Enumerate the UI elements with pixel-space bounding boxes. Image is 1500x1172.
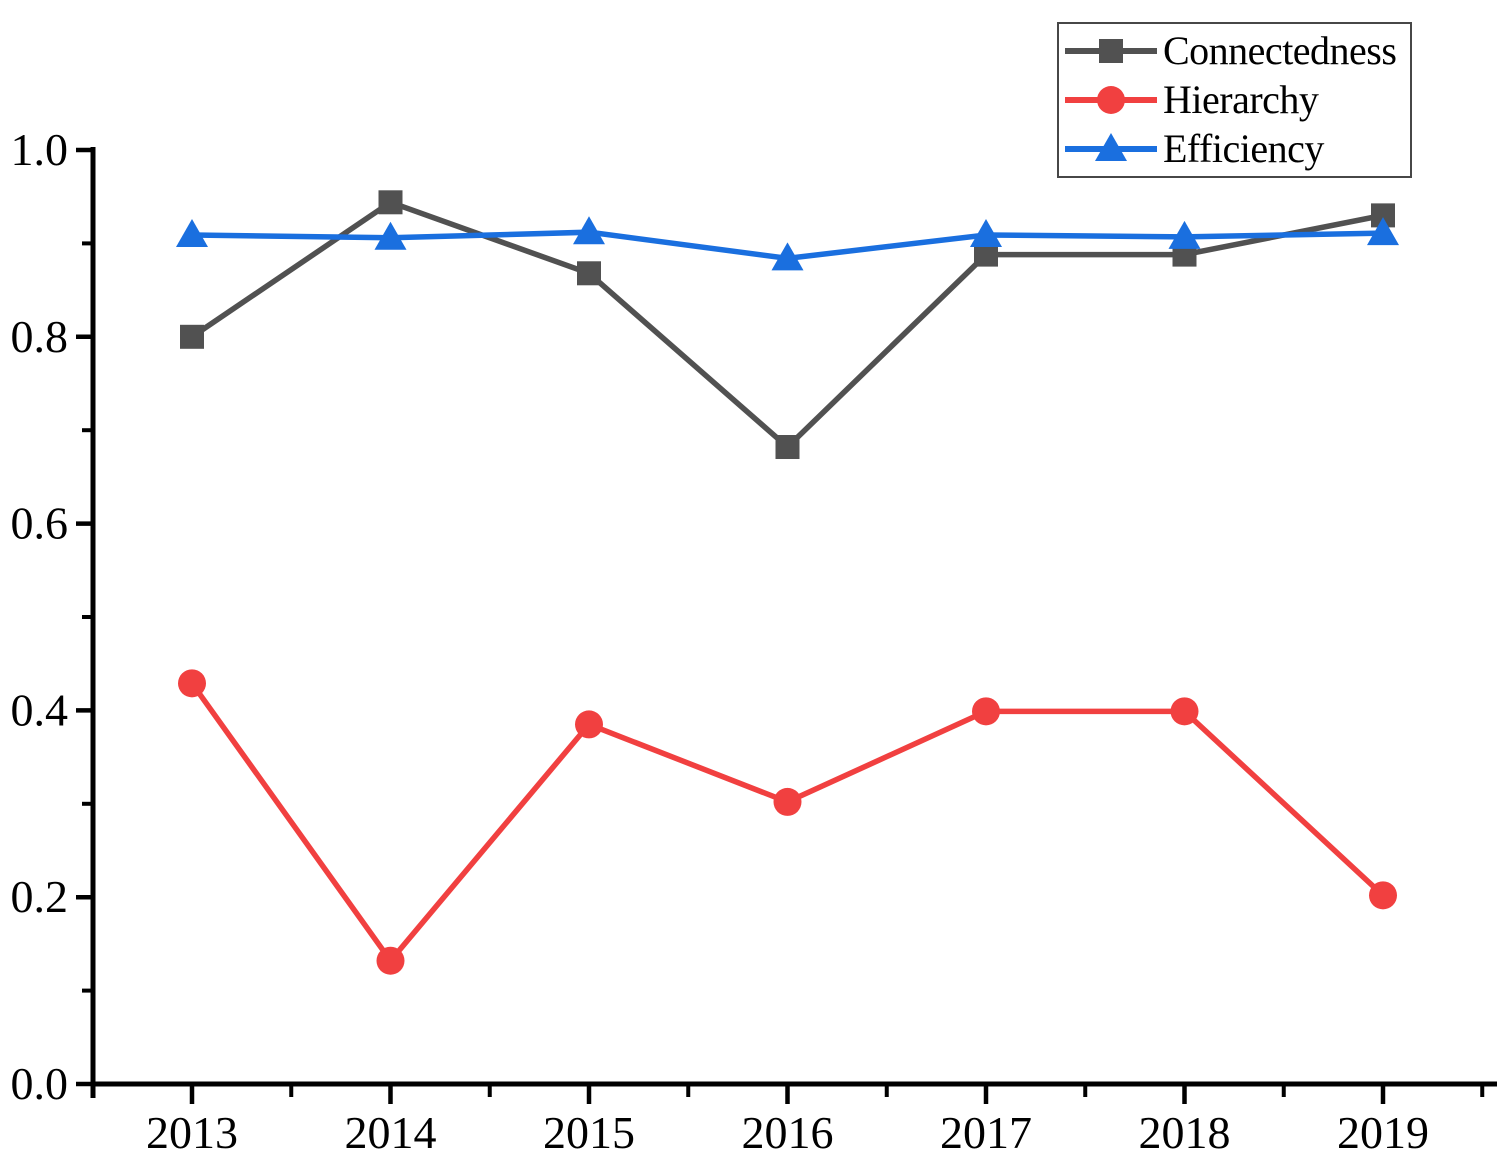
legend-label-connectedness: Connectedness [1163,27,1397,73]
data-point-marker [972,697,1000,726]
y-tick-label: 0.8 [11,311,69,362]
y-tick-label: 0.2 [11,871,69,922]
x-tick-label: 2013 [146,1107,238,1158]
data-point-marker [376,946,405,975]
legend-item-hierarchy: Hierarchy [1059,76,1410,124]
x-tick-label: 2018 [1139,1107,1231,1158]
data-point-marker [1168,220,1201,249]
y-tick-label: 0.6 [11,498,69,549]
x-tick-label: 2014 [345,1107,437,1158]
triangle-marker-icon [1065,133,1157,162]
data-point-marker [775,435,800,460]
series-efficiency [176,216,1399,271]
x-tick-label: 2015 [543,1107,635,1158]
data-point-marker [1097,85,1125,114]
data-point-marker [180,324,204,349]
x-tick-label: 2019 [1337,1107,1429,1158]
data-point-marker [577,261,601,286]
data-point-marker [1095,133,1127,162]
data-point-marker [1369,881,1397,910]
x-tick-label: 2017 [940,1107,1032,1158]
series-line [189,681,1385,966]
data-point-marker [378,190,403,215]
legend-item-efficiency: Efficiency [1059,125,1410,173]
data-point-marker [771,242,804,271]
data-point-marker [575,710,603,739]
legend-label-efficiency: Efficiency [1163,126,1324,172]
data-point-marker [773,787,802,816]
data-point-marker [573,216,605,245]
data-point-marker [970,218,1002,247]
data-point-marker [1099,38,1123,63]
y-tick-label: 1.0 [11,124,69,175]
series-hierarchy [178,669,1397,975]
square-marker-icon [1065,38,1157,63]
data-point-marker [178,669,206,698]
legend-label-hierarchy: Hierarchy [1163,76,1319,122]
legend: Connectedness Hierarchy Efficiency [1057,22,1412,178]
legend-item-connectedness: Connectedness [1059,27,1410,75]
x-tick-label: 2016 [742,1107,834,1158]
series-connectedness [180,190,1395,460]
data-point-marker [1170,697,1199,726]
data-point-marker [176,218,208,247]
axes-group [76,147,1497,1104]
y-tick-label: 0.0 [11,1058,69,1109]
y-tick-label: 0.4 [11,684,69,735]
data-point-marker [1367,217,1399,246]
circle-marker-icon [1065,85,1157,114]
data-point-marker [374,221,407,250]
